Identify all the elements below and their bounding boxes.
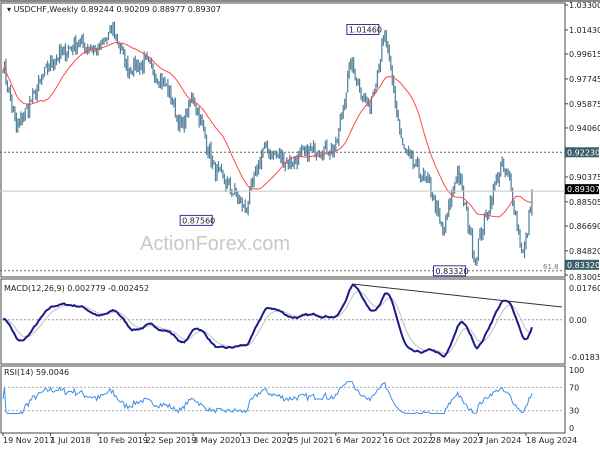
x-tick-label: 3 May 2020	[193, 436, 240, 445]
x-tick-label: 6 Mar 2022	[336, 436, 382, 445]
macd-signal-line	[2, 290, 533, 355]
rsi-line	[2, 381, 533, 415]
x-tick-label: 13 Dec 2020	[241, 436, 292, 445]
macd-frame	[0, 278, 566, 365]
x-tick-label: 28 May 2023	[431, 436, 483, 445]
y-tick-label: 0.94060	[569, 124, 600, 133]
price-label-bg	[565, 184, 599, 195]
annotation-label: 1.01460	[349, 25, 382, 34]
fib-label: 61.8	[543, 263, 559, 271]
y-tick-label: 0.97745	[569, 75, 600, 84]
top-border	[0, 0, 600, 2]
moving-average-line	[2, 41, 533, 218]
x-tick-label: 22 Sep 2019	[146, 436, 197, 445]
macd-title: MACD(12,26,9) 0.002779 -0.002452	[4, 284, 149, 293]
y-tick-label: 0.88505	[569, 198, 600, 207]
macd-panel	[0, 283, 565, 358]
macd-line	[2, 283, 533, 358]
rsi-tick-label: 0	[569, 424, 574, 433]
rsi-panel	[0, 381, 565, 415]
annotation-box	[346, 23, 380, 35]
x-tick-label: 18 Aug 2024	[526, 436, 577, 445]
price-level-label: 0.92230	[567, 148, 600, 157]
y-tick-label: 0.95875	[569, 100, 600, 109]
x-tick-label: 10 Feb 2019	[98, 436, 148, 445]
price-panel: 61.8 1.01460 0.87560 0.83320	[0, 21, 565, 277]
y-tick-label: 1.03300	[569, 1, 600, 10]
macd-tick-label: 0.00	[569, 316, 587, 325]
rsi-tick-label: 30	[569, 407, 579, 416]
x-tick-label: 1 Jul 2018	[51, 436, 91, 445]
annotation-label: 0.87560	[182, 216, 215, 225]
macd-tick-label: -0.01834	[569, 353, 600, 362]
price-level-label: 0.83320	[567, 261, 600, 270]
x-tick-label: 19 Nov 2017	[3, 436, 54, 445]
macd-trendline	[351, 283, 563, 308]
x-tick-label: 25 Jul 2021	[288, 436, 333, 445]
y-tick-label: 0.86690	[569, 222, 600, 231]
rsi-frame	[0, 365, 566, 434]
annotation-box	[432, 265, 466, 277]
y-tick-label: 1.01430	[569, 26, 600, 35]
annotation-box	[179, 214, 213, 226]
x-tick-label: 7 Jan 2024	[478, 436, 521, 445]
rsi-tick-label: 100	[569, 366, 584, 375]
rsi-tick-label: 70	[569, 383, 579, 392]
annotation-label: 0.83320	[435, 267, 468, 276]
x-tick-label: 16 Oct 2022	[383, 436, 432, 445]
y-tick-label: 0.99615	[569, 50, 600, 59]
price-frame	[0, 2, 566, 278]
rsi-title: RSI(14) 59.0046	[4, 368, 69, 377]
watermark: ActionForex.com	[140, 233, 290, 255]
price-level-label: 0.89307	[567, 185, 600, 194]
chart-title: ▾ USDCHF,Weekly 0.89244 0.90209 0.88977 …	[7, 5, 221, 14]
price-label-bg	[565, 147, 599, 158]
y-tick-label: 0.83005	[569, 273, 600, 282]
y-tick-label: 0.84820	[569, 247, 600, 256]
price-label-bg	[565, 259, 599, 270]
y-tick-label: 0.90375	[569, 173, 600, 182]
macd-tick-label: 0.017603	[569, 284, 600, 293]
